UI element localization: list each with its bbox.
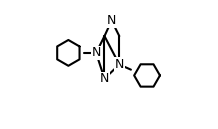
- Text: N: N: [107, 14, 116, 27]
- Text: N: N: [91, 46, 101, 59]
- Text: N: N: [115, 58, 124, 71]
- Text: N: N: [100, 72, 109, 85]
